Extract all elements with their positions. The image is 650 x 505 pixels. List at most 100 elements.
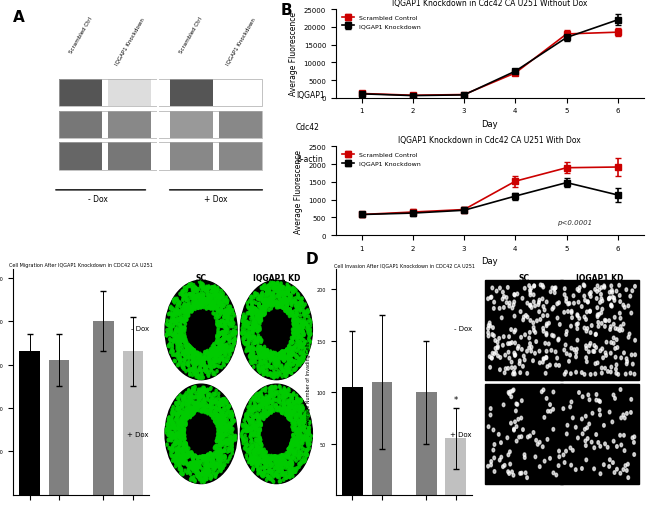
FancyBboxPatch shape <box>170 112 213 139</box>
Circle shape <box>292 434 294 437</box>
Circle shape <box>296 441 298 444</box>
Circle shape <box>216 288 218 291</box>
Circle shape <box>179 454 181 458</box>
Circle shape <box>576 339 578 342</box>
Circle shape <box>282 355 284 358</box>
Circle shape <box>265 414 267 417</box>
Circle shape <box>216 425 218 428</box>
Circle shape <box>292 323 294 326</box>
Circle shape <box>218 426 221 429</box>
Circle shape <box>228 449 231 452</box>
Circle shape <box>180 320 183 323</box>
Circle shape <box>248 422 251 425</box>
Circle shape <box>261 449 263 452</box>
Circle shape <box>265 371 267 374</box>
Circle shape <box>281 287 283 290</box>
Circle shape <box>306 346 308 350</box>
Circle shape <box>215 302 217 305</box>
Circle shape <box>305 452 307 455</box>
Circle shape <box>274 283 276 286</box>
Circle shape <box>277 474 280 478</box>
Circle shape <box>565 333 567 337</box>
Circle shape <box>265 465 268 468</box>
Circle shape <box>193 465 196 468</box>
Circle shape <box>612 342 615 345</box>
Circle shape <box>185 319 188 322</box>
Circle shape <box>300 400 302 403</box>
Circle shape <box>177 350 180 354</box>
Circle shape <box>515 425 518 429</box>
Circle shape <box>538 361 541 365</box>
Circle shape <box>180 459 182 462</box>
Circle shape <box>298 434 300 437</box>
Circle shape <box>294 369 296 372</box>
Circle shape <box>233 420 235 423</box>
Circle shape <box>221 306 223 309</box>
Circle shape <box>190 368 193 371</box>
Circle shape <box>185 442 187 445</box>
Circle shape <box>282 296 285 299</box>
Circle shape <box>188 284 190 287</box>
Circle shape <box>200 393 203 396</box>
Circle shape <box>278 294 281 297</box>
Circle shape <box>249 406 251 409</box>
Circle shape <box>280 367 282 370</box>
Circle shape <box>199 465 201 468</box>
Circle shape <box>177 460 179 463</box>
Circle shape <box>211 416 214 420</box>
Circle shape <box>218 333 220 336</box>
Circle shape <box>216 370 218 373</box>
Circle shape <box>309 443 311 446</box>
Text: Scrambled Ctrl: Scrambled Ctrl <box>68 17 93 55</box>
Circle shape <box>222 347 224 351</box>
Circle shape <box>231 413 233 416</box>
Circle shape <box>223 417 226 420</box>
Circle shape <box>225 348 227 352</box>
Circle shape <box>244 333 246 336</box>
Circle shape <box>217 429 219 432</box>
Circle shape <box>226 443 227 446</box>
Circle shape <box>168 439 170 442</box>
Circle shape <box>245 414 247 417</box>
Circle shape <box>493 334 495 338</box>
Circle shape <box>542 286 545 289</box>
Circle shape <box>281 366 283 369</box>
Circle shape <box>291 397 294 400</box>
Circle shape <box>285 355 287 359</box>
Circle shape <box>283 305 285 308</box>
Circle shape <box>300 412 302 415</box>
Circle shape <box>281 407 283 410</box>
Circle shape <box>268 291 270 294</box>
Circle shape <box>266 465 268 468</box>
Circle shape <box>207 307 209 310</box>
Circle shape <box>552 408 554 412</box>
Circle shape <box>552 306 555 310</box>
Circle shape <box>280 411 283 415</box>
Circle shape <box>246 438 248 441</box>
Circle shape <box>228 423 231 426</box>
Circle shape <box>220 452 223 456</box>
Circle shape <box>291 304 293 307</box>
Circle shape <box>293 410 295 413</box>
Circle shape <box>589 310 592 313</box>
Circle shape <box>302 426 305 429</box>
Circle shape <box>202 286 203 289</box>
Circle shape <box>211 350 213 353</box>
Circle shape <box>308 431 310 434</box>
Circle shape <box>298 406 300 409</box>
Circle shape <box>169 418 171 421</box>
Circle shape <box>223 397 225 401</box>
Circle shape <box>610 289 613 292</box>
Circle shape <box>190 451 192 454</box>
Circle shape <box>246 322 248 325</box>
Circle shape <box>225 313 227 316</box>
Circle shape <box>249 356 251 359</box>
Circle shape <box>290 299 292 302</box>
Circle shape <box>260 295 262 298</box>
Circle shape <box>274 358 277 361</box>
Circle shape <box>255 322 257 325</box>
Circle shape <box>215 451 218 454</box>
Circle shape <box>194 454 196 458</box>
Circle shape <box>168 313 170 316</box>
Circle shape <box>289 394 291 397</box>
